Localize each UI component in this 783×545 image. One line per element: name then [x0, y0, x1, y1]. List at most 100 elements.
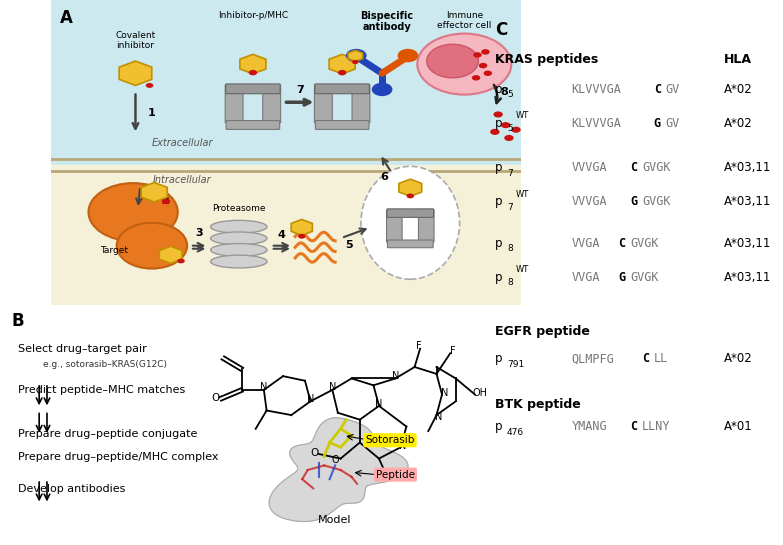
- Text: Proteasome: Proteasome: [212, 204, 265, 214]
- Text: 791: 791: [507, 360, 525, 368]
- FancyBboxPatch shape: [352, 84, 370, 123]
- Circle shape: [406, 193, 414, 198]
- Text: GVGK: GVGK: [630, 271, 659, 284]
- Circle shape: [117, 223, 187, 269]
- Text: A*03,11: A*03,11: [724, 237, 772, 250]
- Polygon shape: [269, 418, 408, 522]
- Text: p: p: [496, 117, 503, 130]
- Text: Inhibitor-p/MHC: Inhibitor-p/MHC: [218, 11, 288, 20]
- Polygon shape: [159, 246, 182, 263]
- Text: Select drug–target pair: Select drug–target pair: [18, 344, 146, 354]
- Circle shape: [372, 83, 392, 96]
- Circle shape: [417, 34, 511, 95]
- Text: N: N: [260, 382, 268, 392]
- Text: A*03,11: A*03,11: [724, 161, 772, 174]
- Circle shape: [501, 122, 511, 128]
- Text: N: N: [392, 371, 399, 381]
- FancyBboxPatch shape: [316, 120, 369, 129]
- FancyBboxPatch shape: [315, 84, 332, 123]
- Text: O: O: [211, 393, 220, 403]
- Text: GVGK: GVGK: [642, 161, 670, 174]
- Polygon shape: [329, 54, 355, 74]
- Text: VVVGA: VVVGA: [572, 195, 607, 208]
- Text: Bispecific
antibody: Bispecific antibody: [360, 11, 413, 32]
- Ellipse shape: [361, 166, 460, 279]
- Text: Prepare drug–peptide conjugate: Prepare drug–peptide conjugate: [18, 429, 197, 439]
- Text: BTK peptide: BTK peptide: [496, 398, 581, 411]
- Text: G: G: [619, 271, 626, 284]
- FancyBboxPatch shape: [388, 240, 433, 248]
- Text: C: C: [630, 161, 637, 174]
- Text: GVGK: GVGK: [642, 195, 670, 208]
- FancyBboxPatch shape: [387, 209, 434, 217]
- Ellipse shape: [211, 220, 267, 233]
- Text: VVGA: VVGA: [572, 237, 600, 250]
- Text: Intracellular: Intracellular: [153, 175, 211, 185]
- Text: 7: 7: [296, 84, 304, 95]
- FancyBboxPatch shape: [51, 165, 521, 305]
- Ellipse shape: [211, 244, 267, 256]
- Circle shape: [504, 135, 514, 141]
- Circle shape: [146, 83, 153, 88]
- FancyBboxPatch shape: [226, 84, 280, 94]
- Text: GVGK: GVGK: [630, 237, 659, 250]
- Circle shape: [398, 49, 418, 62]
- Text: C: C: [496, 21, 507, 39]
- Circle shape: [472, 75, 480, 81]
- Circle shape: [88, 183, 178, 241]
- Text: Prepare drug–peptide/MHC complex: Prepare drug–peptide/MHC complex: [18, 452, 218, 462]
- Circle shape: [479, 63, 487, 68]
- Text: p: p: [496, 83, 503, 96]
- FancyBboxPatch shape: [387, 209, 402, 243]
- Text: A*02: A*02: [724, 352, 753, 365]
- Text: C: C: [654, 83, 661, 96]
- FancyBboxPatch shape: [315, 84, 370, 94]
- Polygon shape: [119, 61, 152, 86]
- Circle shape: [484, 70, 492, 76]
- Text: WT: WT: [516, 265, 529, 274]
- Ellipse shape: [211, 232, 267, 245]
- Text: 5: 5: [507, 90, 513, 99]
- Text: WT: WT: [516, 190, 529, 198]
- Text: A*01: A*01: [724, 420, 753, 433]
- Text: 8: 8: [507, 278, 513, 287]
- Text: F: F: [416, 341, 421, 351]
- Circle shape: [346, 49, 366, 62]
- Text: C: C: [630, 420, 637, 433]
- Text: Peptide: Peptide: [376, 470, 415, 480]
- Text: GV: GV: [666, 117, 680, 130]
- Text: O: O: [332, 455, 340, 465]
- Text: N: N: [441, 389, 448, 398]
- Text: KLVVVGA: KLVVVGA: [572, 83, 622, 96]
- Text: 7: 7: [507, 168, 513, 178]
- Text: e.g., sotorasib–KRAS(G12C): e.g., sotorasib–KRAS(G12C): [43, 360, 167, 369]
- Text: N: N: [375, 398, 383, 409]
- Text: 1: 1: [147, 108, 155, 118]
- Text: A: A: [60, 9, 73, 27]
- Text: VVVGA: VVVGA: [572, 161, 607, 174]
- Circle shape: [427, 44, 478, 78]
- Text: A*03,11: A*03,11: [724, 195, 772, 208]
- Circle shape: [482, 49, 489, 54]
- FancyBboxPatch shape: [51, 0, 521, 305]
- FancyBboxPatch shape: [226, 84, 243, 123]
- Text: EGFR peptide: EGFR peptide: [496, 325, 590, 338]
- Text: Sotorasib: Sotorasib: [365, 435, 415, 445]
- Text: GV: GV: [666, 83, 680, 96]
- Ellipse shape: [211, 255, 267, 268]
- Text: p: p: [496, 237, 503, 250]
- Text: Extracellular: Extracellular: [152, 138, 213, 148]
- Text: 5: 5: [507, 124, 513, 133]
- Text: 4: 4: [277, 229, 285, 240]
- Circle shape: [352, 60, 359, 64]
- Text: N: N: [329, 383, 336, 392]
- Text: Model: Model: [319, 515, 352, 525]
- Text: 5: 5: [345, 240, 353, 250]
- Text: 8: 8: [507, 245, 513, 253]
- Text: 7: 7: [507, 203, 513, 211]
- Text: p: p: [496, 195, 503, 208]
- Text: N: N: [399, 441, 407, 451]
- Text: A*02: A*02: [724, 117, 753, 130]
- Circle shape: [298, 234, 305, 239]
- Text: KRAS peptides: KRAS peptides: [496, 53, 598, 66]
